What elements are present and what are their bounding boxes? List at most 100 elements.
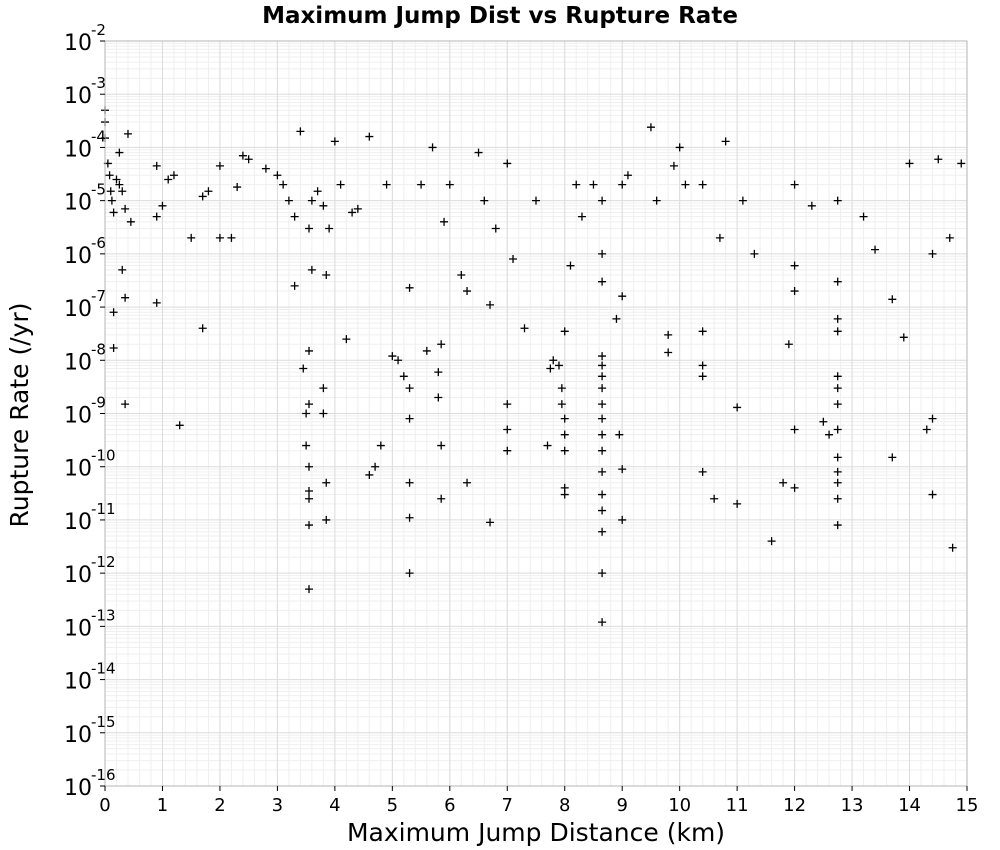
data-point — [833, 400, 842, 409]
data-point — [388, 352, 397, 361]
data-point — [305, 224, 314, 233]
data-point — [305, 486, 314, 495]
x-tick-label: 0 — [99, 795, 110, 816]
data-point — [546, 364, 555, 373]
data-point — [833, 314, 842, 323]
x-tick-label: 13 — [841, 795, 864, 816]
y-tick-label-base: 10 — [64, 723, 92, 748]
x-tick-labels: 0 1 2 3 4 5 6 7 8 9 10 11 12 13 14 15 — [99, 786, 978, 816]
y-tick-label-base: 10 — [64, 670, 92, 695]
data-point — [598, 352, 607, 361]
data-point — [503, 425, 512, 434]
y-tick-label-exponent: -5 — [91, 181, 106, 199]
data-point — [560, 430, 569, 439]
data-point — [928, 249, 937, 258]
data-point — [698, 180, 707, 189]
y-tick-label-exponent: -13 — [91, 606, 116, 624]
data-point — [934, 155, 943, 164]
data-point — [598, 249, 607, 258]
data-point — [833, 425, 842, 434]
data-point — [215, 233, 224, 242]
data-point — [336, 180, 345, 189]
data-point — [463, 478, 472, 487]
data-point — [819, 417, 828, 426]
data-point — [491, 224, 500, 233]
data-point — [457, 271, 466, 280]
data-point — [322, 271, 331, 280]
data-point — [922, 425, 931, 434]
data-point — [899, 333, 908, 342]
data-point — [342, 335, 351, 344]
data-point — [549, 356, 558, 365]
y-tick-label-exponent: -7 — [91, 287, 106, 305]
data-point — [307, 265, 316, 274]
data-point — [118, 265, 127, 274]
data-point — [261, 164, 270, 173]
data-point — [681, 180, 690, 189]
data-point — [598, 372, 607, 381]
data-point — [859, 212, 868, 221]
data-point — [807, 201, 816, 210]
data-point — [566, 261, 575, 270]
data-point — [833, 327, 842, 336]
data-point — [121, 204, 130, 213]
data-point — [888, 453, 897, 462]
data-point — [227, 233, 236, 242]
data-point — [698, 467, 707, 476]
data-point — [319, 409, 328, 418]
data-point — [486, 518, 495, 527]
y-tick-label-base: 10 — [64, 616, 92, 641]
data-point — [109, 344, 118, 353]
data-point — [399, 372, 408, 381]
data-point — [198, 192, 207, 201]
data-point — [833, 372, 842, 381]
data-point — [790, 483, 799, 492]
data-point — [589, 180, 598, 189]
data-point — [405, 478, 414, 487]
grid-layer — [104, 40, 968, 787]
data-point — [238, 151, 247, 160]
data-point — [405, 283, 414, 292]
data-point — [233, 183, 242, 192]
x-tick-label: 3 — [272, 795, 283, 816]
data-point — [322, 478, 331, 487]
data-point — [107, 196, 116, 205]
data-point — [121, 293, 130, 302]
data-point — [560, 490, 569, 499]
data-point — [520, 324, 529, 333]
y-tick-label-base: 10 — [64, 244, 92, 269]
data-point — [928, 414, 937, 423]
data-point — [572, 180, 581, 189]
data-point — [767, 537, 776, 546]
data-point — [698, 327, 707, 336]
data-point — [164, 175, 173, 184]
x-tick-label: 8 — [559, 795, 570, 816]
data-point — [112, 175, 121, 184]
data-point — [646, 123, 655, 132]
data-point — [560, 446, 569, 455]
data-point — [434, 368, 443, 377]
y-tick-label-exponent: -15 — [91, 713, 116, 731]
data-point — [319, 201, 328, 210]
data-point — [198, 324, 207, 333]
data-point — [733, 499, 742, 508]
x-tick-label: 12 — [783, 795, 806, 816]
data-point — [779, 478, 788, 487]
data-point — [405, 384, 414, 393]
y-tick-label-exponent: -10 — [91, 447, 116, 465]
y-axis-label: Rupture Rate (/yr) — [5, 303, 34, 528]
data-point — [715, 233, 724, 242]
data-point — [560, 414, 569, 423]
data-point — [503, 400, 512, 409]
data-point — [123, 129, 132, 138]
data-point — [437, 441, 446, 450]
data-point — [905, 159, 914, 168]
data-point — [698, 372, 707, 381]
data-point — [738, 196, 747, 205]
data-point — [405, 513, 414, 522]
data-point — [296, 127, 305, 136]
y-tick-label-base: 10 — [64, 457, 92, 482]
y-tick-label-base: 10 — [64, 350, 92, 375]
y-tick-label-base: 10 — [64, 563, 92, 588]
